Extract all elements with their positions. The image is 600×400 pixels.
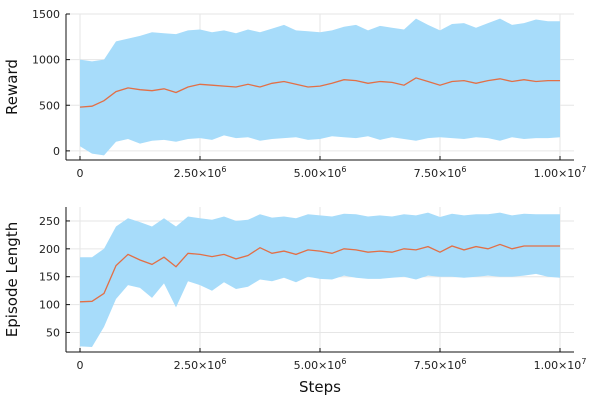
y-tick-label: 100: [39, 299, 60, 312]
confidence-band: [80, 18, 560, 156]
x-tick-label: 7.50×106: [414, 357, 467, 372]
x-tick-label: 2.50×106: [174, 357, 227, 372]
y-tick-label: 200: [39, 243, 60, 256]
episode-length-chart: 50 100 150 200 250 0 2.50×106 5.00×106 7.50×106 1…: [3, 207, 586, 396]
x-tick-label: 1.00×107: [534, 165, 587, 180]
x-tick-label: 1.00×107: [534, 357, 587, 372]
mean-line: [79, 77, 560, 108]
mean-line: [79, 243, 560, 303]
y-tick-label: 50: [46, 326, 60, 339]
reward-chart: 0 500 1000 1500 0 2.50×106 5.00×106 7.50×106 1.0…: [3, 8, 586, 180]
x-tick-label: 0: [77, 167, 84, 180]
y-tick-label: 250: [39, 215, 60, 228]
x-tick-label: 5.00×106: [294, 357, 347, 372]
y-tick-label: 0: [53, 145, 60, 158]
y-axis-title: Reward: [3, 59, 21, 115]
y-tick-label: 1500: [32, 8, 60, 21]
x-tick-label: 7.50×106: [414, 165, 467, 180]
y-tick-label: 1000: [32, 54, 60, 67]
confidence-band: [80, 212, 560, 347]
x-axis-title: Steps: [299, 378, 341, 396]
y-axis-title: Episode Length: [3, 222, 21, 337]
x-tick-label: 5.00×106: [294, 165, 347, 180]
y-tick-label: 500: [39, 99, 60, 112]
x-tick-label: 0: [77, 359, 84, 372]
x-tick-label: 2.50×106: [174, 165, 227, 180]
y-tick-label: 150: [39, 271, 60, 284]
